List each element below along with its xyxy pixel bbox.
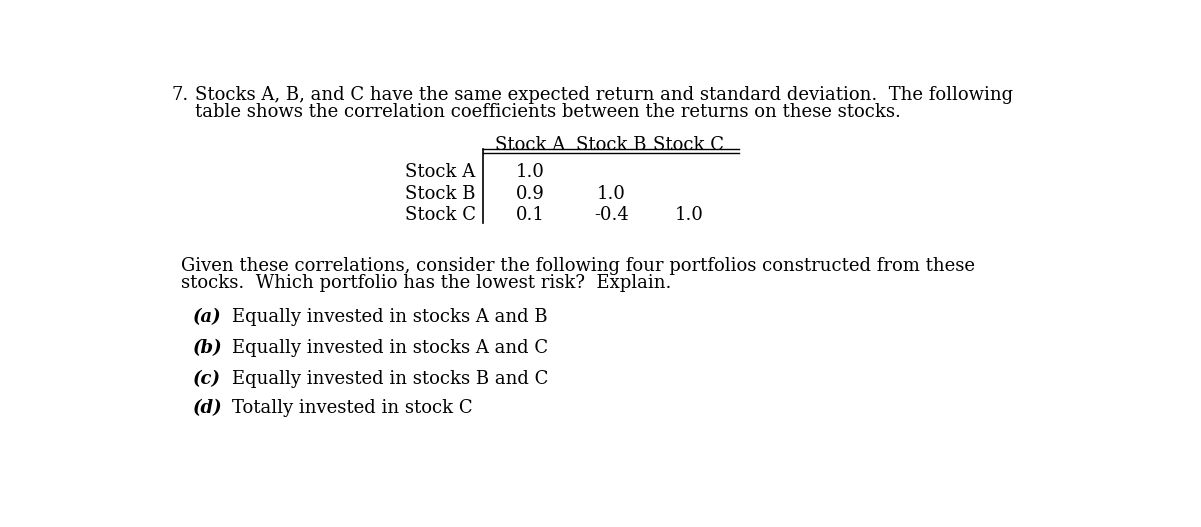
Text: (a): (a)	[192, 308, 221, 326]
Text: -0.4: -0.4	[593, 207, 628, 225]
Text: Stocks A, B, and C have the same expected return and standard deviation.  The fo: Stocks A, B, and C have the same expecte…	[195, 86, 1014, 104]
Text: Equally invested in stocks A and C: Equally invested in stocks A and C	[232, 339, 548, 357]
Text: 0.9: 0.9	[515, 185, 544, 203]
Text: stocks.  Which portfolio has the lowest risk?  Explain.: stocks. Which portfolio has the lowest r…	[181, 274, 671, 292]
Text: Totally invested in stock C: Totally invested in stock C	[232, 399, 472, 417]
Text: Equally invested in stocks A and B: Equally invested in stocks A and B	[232, 308, 548, 326]
Text: 1.0: 1.0	[515, 163, 544, 181]
Text: table shows the correlation coefficients between the returns on these stocks.: table shows the correlation coefficients…	[195, 103, 901, 121]
Text: Stock C: Stock C	[653, 136, 724, 154]
Text: Given these correlations, consider the following four portfolios constructed fro: Given these correlations, consider the f…	[181, 257, 975, 275]
Text: (b): (b)	[192, 339, 222, 357]
Text: Stock C: Stock C	[405, 207, 476, 225]
Text: (d): (d)	[192, 399, 222, 417]
Text: Stock B: Stock B	[576, 136, 646, 154]
Text: 7.: 7.	[172, 86, 189, 104]
Text: (c): (c)	[192, 370, 221, 388]
Text: Stock A: Stock A	[406, 163, 476, 181]
Text: Stock A: Stock A	[495, 136, 564, 154]
Text: 1.0: 1.0	[674, 207, 704, 225]
Text: Equally invested in stocks B and C: Equally invested in stocks B and C	[232, 370, 548, 388]
Text: 0.1: 0.1	[515, 207, 544, 225]
Text: 1.0: 1.0	[597, 185, 626, 203]
Text: Stock B: Stock B	[405, 185, 476, 203]
